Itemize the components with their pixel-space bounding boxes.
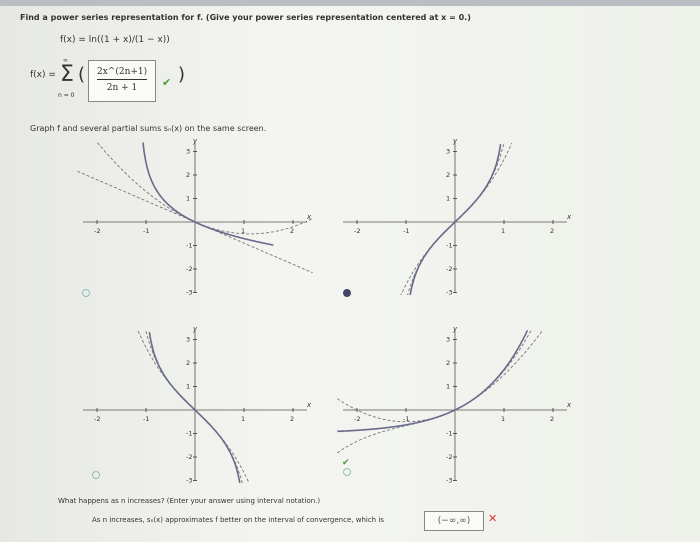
- interval-answer-field[interactable]: (−∞,∞): [424, 511, 484, 531]
- partial-sum-curve: [337, 330, 532, 454]
- y-tick-label: -3: [186, 289, 192, 296]
- partial-sum-curve: [137, 330, 250, 483]
- y-tick-label: -2: [446, 453, 452, 461]
- radio-graph-3[interactable]: [92, 471, 100, 479]
- x-axis-label: x: [566, 401, 572, 409]
- x-tick-label: -1: [403, 415, 409, 423]
- y-tick-label: 1: [186, 195, 190, 203]
- x-axis-label: x: [306, 401, 312, 409]
- incorrect-x-icon: ✕: [488, 512, 498, 525]
- y-tick-label: -2: [186, 453, 192, 461]
- y-tick-label: 1: [446, 383, 450, 391]
- y-axis-label: y: [192, 325, 198, 333]
- sigma-bottom: n = 0: [58, 92, 75, 99]
- top-bar: [0, 0, 700, 6]
- sigma-symbol: Σ: [60, 62, 74, 87]
- partial-sum-curve: [97, 142, 313, 235]
- y-tick-label: 1: [186, 383, 190, 391]
- x-tick-label: 2: [290, 227, 294, 235]
- y-tick-label: 2: [186, 171, 190, 179]
- y-tick-label: 3: [446, 336, 450, 344]
- close-paren: ): [178, 64, 186, 85]
- y-tick-label: 3: [186, 336, 190, 344]
- series-answer-field[interactable]: 2x^(2n+1) 2n + 1: [88, 60, 156, 102]
- y-tick-label: 3: [186, 148, 190, 156]
- function-curve: [337, 329, 529, 433]
- y-axis-label: y: [192, 137, 198, 145]
- partial-sum-curve: [337, 330, 544, 423]
- partial-sum-curve: [77, 170, 313, 274]
- x-tick-label: -2: [94, 415, 100, 423]
- series-prefix: f(x) =: [30, 70, 56, 80]
- sigma-top: ∞: [63, 57, 68, 64]
- function-definition: f(x) = ln((1 + x)/(1 − x)): [60, 35, 170, 45]
- x-tick-label: 2: [290, 415, 294, 423]
- y-tick-label: 2: [186, 359, 190, 367]
- x-axis-label: x: [306, 213, 312, 221]
- x-tick-label: 2: [550, 415, 554, 423]
- answer-numerator: 2x^(2n+1): [97, 67, 147, 80]
- function-curve: [142, 142, 274, 246]
- x-tick-label: 1: [241, 227, 245, 235]
- x-tick-label: 2: [550, 227, 554, 235]
- x-tick-label: -1: [143, 415, 149, 423]
- y-tick-label: 2: [446, 359, 450, 367]
- function-curve: [148, 331, 241, 483]
- x-tick-label: 1: [241, 415, 245, 423]
- y-tick-label: 3: [446, 148, 450, 156]
- y-axis-label: y: [452, 137, 458, 145]
- answer-denominator: 2n + 1: [106, 83, 138, 93]
- graph-option-3[interactable]: x y -2 -1 1 2 3 2 1 -1 -2 -3: [75, 323, 315, 483]
- function-curve: [409, 143, 502, 295]
- y-tick-label: -3: [446, 289, 452, 296]
- graph-check-icon: ✔: [342, 458, 350, 468]
- y-tick-label: -1: [186, 242, 192, 250]
- y-tick-label: -2: [186, 265, 192, 273]
- x-tick-label: -1: [143, 227, 149, 235]
- radio-graph-1[interactable]: [82, 289, 90, 297]
- y-tick-label: -1: [446, 430, 452, 438]
- x-tick-label: -2: [354, 415, 360, 423]
- followup-question: What happens as n increases? (Enter your…: [58, 497, 321, 505]
- x-tick-label: -2: [354, 227, 360, 235]
- check-icon: ✔: [162, 76, 172, 89]
- x-tick-label: 1: [501, 415, 505, 423]
- y-axis-label: y: [452, 325, 458, 333]
- radio-graph-2[interactable]: [343, 289, 351, 297]
- y-tick-label: -3: [186, 477, 192, 484]
- graph-option-2[interactable]: x y -2 -1 1 2 3 2 1 -1 -2 -3: [335, 135, 575, 295]
- graph-option-4[interactable]: x y -2 -1 1 2 3 2 1 -1 -2 -3: [335, 323, 575, 483]
- x-tick-label: -2: [94, 227, 100, 235]
- followup-answer-text: As n increases, sₙ(x) approximates f bet…: [92, 516, 384, 524]
- y-tick-label: 2: [446, 171, 450, 179]
- question-text: Find a power series representation for f…: [20, 13, 471, 22]
- y-tick-label: 1: [446, 195, 450, 203]
- partial-sum-curve: [400, 142, 513, 295]
- open-paren: (: [78, 64, 86, 85]
- y-tick-label: -2: [446, 265, 452, 273]
- y-tick-label: -3: [446, 477, 452, 484]
- x-axis-label: x: [566, 213, 572, 221]
- x-tick-label: -1: [403, 227, 409, 235]
- y-tick-label: -1: [446, 242, 452, 250]
- graph-option-1[interactable]: x y -2 -1 1 2 3 2 1 -1 -2 -3: [75, 135, 315, 295]
- graph-prompt: Graph f and several partial sums sₙ(x) o…: [30, 124, 267, 133]
- radio-graph-4[interactable]: [343, 468, 351, 476]
- x-tick-label: 1: [501, 227, 505, 235]
- y-tick-label: -1: [186, 430, 192, 438]
